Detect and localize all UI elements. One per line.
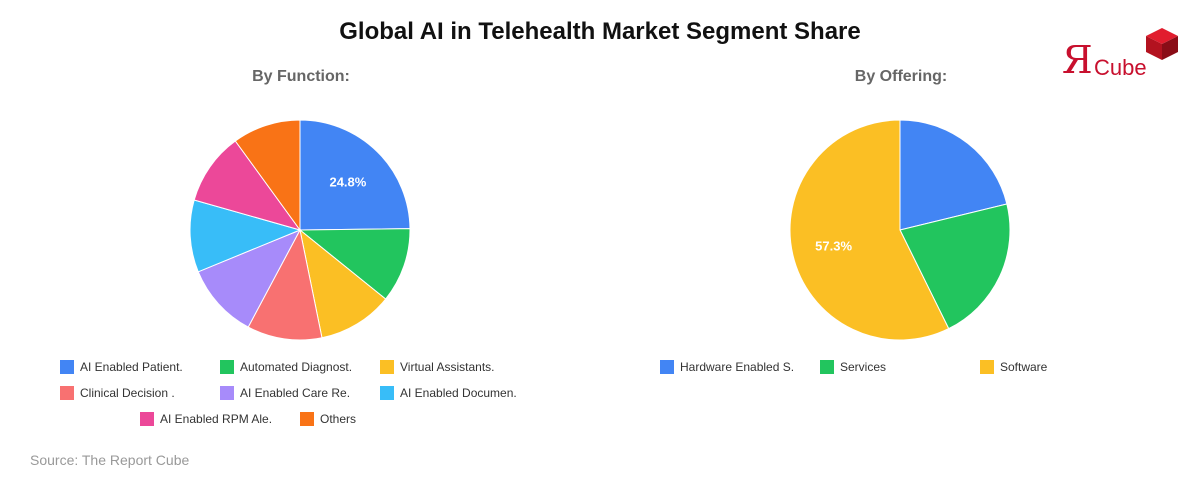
offering-legend-item: Software xyxy=(980,360,1047,374)
function-legend-label: Clinical Decision . xyxy=(80,386,175,400)
legend-offering: Hardware Enabled S. Services Software xyxy=(660,360,1180,440)
report-cube-logo: Я Cube xyxy=(1060,26,1184,82)
function-legend-swatch xyxy=(60,386,74,400)
function-legend-swatch xyxy=(380,386,394,400)
function-slice-7 xyxy=(234,119,301,232)
logo-mark: Я xyxy=(1062,38,1093,82)
offering-legend-label: Software xyxy=(1000,360,1048,374)
pie-chart-offering: 57.3% xyxy=(789,119,1011,341)
function-data-label-0: 24.8% xyxy=(329,174,366,189)
chart-title: Global AI in Telehealth Market Segment S… xyxy=(339,18,861,45)
function-legend-swatch xyxy=(220,386,234,400)
offering-data-label-2: 57.3% xyxy=(815,239,852,254)
offering-legend-label: Hardware Enabled S. xyxy=(680,360,795,374)
function-legend-label: Automated Diagnost. xyxy=(240,360,353,374)
function-legend-label: AI Enabled Documen. xyxy=(400,386,517,400)
function-slice-1 xyxy=(298,228,411,300)
function-legend-item: AI Enabled Patient. xyxy=(60,360,183,374)
function-legend-item: Automated Diagnost. xyxy=(220,360,352,374)
offering-legend-label: Services xyxy=(840,360,887,374)
function-legend-label: Virtual Assistants. xyxy=(400,360,495,374)
function-legend-swatch xyxy=(60,360,74,374)
offering-slice-2 xyxy=(789,119,950,341)
offering-slice-1 xyxy=(899,203,1011,330)
function-legend-item: Virtual Assistants. xyxy=(380,360,495,374)
function-legend-swatch xyxy=(300,412,314,426)
offering-slice-0 xyxy=(899,119,1008,231)
offering-legend-swatch xyxy=(980,360,994,374)
function-legend-swatch xyxy=(140,412,154,426)
offering-legend-swatch xyxy=(660,360,674,374)
function-legend-label: AI Enabled Care Re. xyxy=(240,386,351,400)
function-legend-item: Clinical Decision . xyxy=(60,386,175,400)
legend-function: AI Enabled Patient. Automated Diagnost. Vi… xyxy=(60,360,580,440)
function-legend-item: AI Enabled Care Re. xyxy=(220,386,350,400)
pie-chart-function: 24.8% xyxy=(189,119,411,341)
function-slice-3 xyxy=(247,228,323,341)
function-slice-6 xyxy=(193,140,302,231)
pie-title-function: By Function: xyxy=(252,68,350,85)
function-legend-label: Others xyxy=(320,412,357,426)
function-slice-2 xyxy=(299,228,387,339)
function-legend-item: Others xyxy=(300,412,356,426)
function-slice-5 xyxy=(189,199,302,273)
offering-legend-item: Hardware Enabled S. xyxy=(660,360,794,374)
function-slice-0 xyxy=(299,119,411,231)
pie-title-offering: By Offering: xyxy=(854,68,948,85)
function-legend-item: AI Enabled Documen. xyxy=(380,386,517,400)
function-legend-label: AI Enabled RPM Ale. xyxy=(160,412,273,426)
cube-icon xyxy=(1146,28,1178,60)
source-note: Source: The Report Cube xyxy=(30,452,190,468)
offering-legend-swatch xyxy=(820,360,834,374)
offering-legend-item: Services xyxy=(820,360,886,374)
function-slice-4 xyxy=(197,229,302,328)
logo-text: Cube xyxy=(1094,55,1147,80)
function-legend-swatch xyxy=(380,360,394,374)
function-legend-item: AI Enabled RPM Ale. xyxy=(140,412,272,426)
function-legend-swatch xyxy=(220,360,234,374)
function-legend-label: AI Enabled Patient. xyxy=(80,360,183,374)
